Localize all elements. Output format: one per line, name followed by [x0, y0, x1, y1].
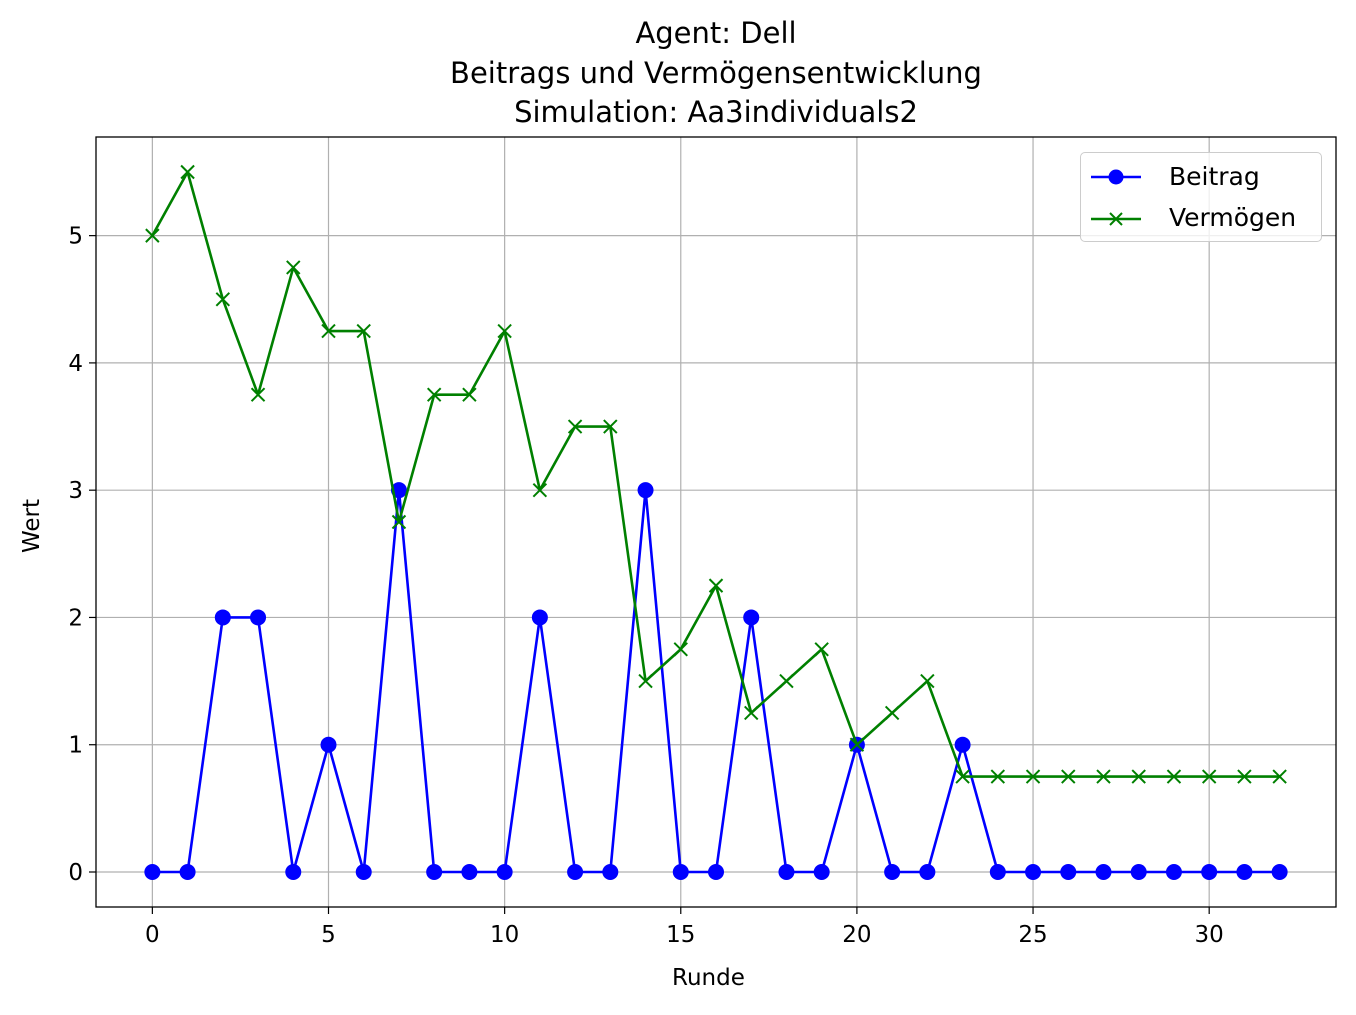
- data-point-vermoegen: [708, 578, 724, 593]
- y-tick-label: 2: [68, 605, 83, 631]
- x-tick-label: 30: [1195, 922, 1224, 948]
- data-point-beitrag: [989, 864, 1006, 880]
- data-point-vermoegen: [215, 292, 231, 307]
- y-tick-label: 1: [68, 733, 83, 759]
- data-point-vermoegen: [567, 419, 583, 434]
- axis-ticks: 0 5 10 15 20 25 30 0 1 2 3 4 5: [68, 224, 1223, 948]
- data-point-vermoegen: [849, 737, 865, 752]
- data-point-vermoegen: [356, 323, 371, 339]
- data-point-beitrag: [531, 609, 548, 626]
- data-point-beitrag: [954, 736, 971, 753]
- data-point-beitrag: [778, 864, 795, 880]
- data-point-beitrag: [496, 864, 513, 880]
- chart-title-line-1: Agent: Dell: [635, 16, 797, 50]
- legend-marker-beitrag: [1108, 169, 1124, 185]
- series-line-1: [151, 170, 1280, 778]
- data-point-beitrag: [1130, 864, 1147, 880]
- data-point-beitrag: [214, 609, 231, 626]
- data-point-vermoegen: [779, 673, 794, 689]
- data-point-vermoegen: [884, 705, 900, 721]
- data-point-vermoegen: [1237, 769, 1252, 784]
- series-layer: [144, 164, 1288, 880]
- x-tick-label: 5: [321, 922, 336, 948]
- data-point-beitrag: [1025, 864, 1042, 880]
- legend-marker-vermoegen: [1109, 212, 1123, 226]
- data-point-vermoegen: [990, 769, 1006, 784]
- data-point-vermoegen: [603, 419, 618, 434]
- data-point-beitrag: [672, 864, 689, 880]
- data-point-beitrag: [426, 864, 443, 880]
- data-point-vermoegen: [391, 514, 407, 530]
- data-point-beitrag: [320, 736, 337, 753]
- data-point-vermoegen: [426, 387, 442, 402]
- data-point-beitrag: [250, 609, 267, 626]
- y-tick-label: 3: [68, 478, 83, 504]
- y-tick-label: 0: [68, 860, 83, 886]
- plot-area-frame: [95, 136, 1337, 908]
- x-tick-label: 25: [1018, 922, 1047, 948]
- data-point-beitrag: [461, 864, 478, 880]
- data-point-beitrag: [919, 864, 936, 880]
- chart-title-line-3: Simulation: Aa3individuals2: [514, 95, 918, 129]
- legend-label-vermoegen: Vermögen: [1169, 203, 1297, 232]
- data-point-vermoegen: [673, 642, 688, 657]
- data-point-vermoegen: [1131, 769, 1146, 784]
- y-axis-label: Wert: [19, 498, 45, 554]
- data-point-vermoegen: [250, 387, 266, 402]
- data-point-beitrag: [1060, 864, 1077, 880]
- y-tick-label: 4: [68, 351, 83, 377]
- data-point-vermoegen: [920, 673, 935, 689]
- data-point-vermoegen: [744, 705, 759, 721]
- data-point-vermoegen: [497, 323, 512, 339]
- x-tick-label: 0: [145, 922, 160, 948]
- data-point-vermoegen: [1272, 769, 1287, 784]
- data-point-beitrag: [1095, 864, 1112, 880]
- data-point-beitrag: [637, 482, 654, 499]
- data-point-beitrag: [743, 609, 760, 626]
- data-point-beitrag: [708, 864, 724, 880]
- data-point-beitrag: [179, 864, 196, 880]
- data-point-vermoegen: [286, 260, 301, 275]
- y-tick-label: 5: [68, 224, 83, 250]
- data-point-beitrag: [884, 864, 901, 880]
- data-point-vermoegen: [1061, 769, 1076, 784]
- series-line-0: [152, 488, 1280, 874]
- data-point-beitrag: [355, 864, 372, 880]
- chart-title-line-2: Beitrags und Vermögensentwicklung: [450, 56, 982, 90]
- data-point-beitrag: [144, 864, 161, 880]
- data-point-vermoegen: [638, 673, 653, 689]
- data-point-vermoegen: [532, 482, 548, 498]
- data-point-beitrag: [1165, 864, 1182, 880]
- data-point-vermoegen: [321, 323, 336, 339]
- data-point-vermoegen: [1096, 769, 1111, 784]
- data-point-vermoegen: [462, 387, 477, 402]
- data-point-vermoegen: [1166, 769, 1182, 784]
- data-point-beitrag: [1271, 864, 1288, 880]
- data-point-beitrag: [567, 864, 584, 880]
- x-tick-label: 10: [490, 922, 519, 948]
- legend-markers: [1091, 169, 1141, 226]
- data-point-beitrag: [813, 864, 830, 880]
- legend-label-beitrag: Beitrag: [1169, 162, 1260, 191]
- x-tick-label: 20: [842, 922, 871, 948]
- data-point-vermoegen: [145, 228, 160, 243]
- data-point-beitrag: [285, 864, 302, 880]
- data-point-beitrag: [602, 864, 619, 880]
- data-point-vermoegen: [1201, 769, 1217, 784]
- x-tick-label: 15: [666, 922, 695, 948]
- x-axis-label: Runde: [672, 965, 745, 991]
- data-point-vermoegen: [1025, 769, 1041, 784]
- legend: Beitrag Vermögen: [1080, 152, 1322, 242]
- data-point-beitrag: [1201, 864, 1218, 880]
- data-point-beitrag: [1236, 864, 1253, 880]
- data-point-vermoegen: [814, 642, 829, 657]
- data-point-vermoegen: [955, 769, 970, 784]
- data-point-vermoegen: [180, 164, 195, 180]
